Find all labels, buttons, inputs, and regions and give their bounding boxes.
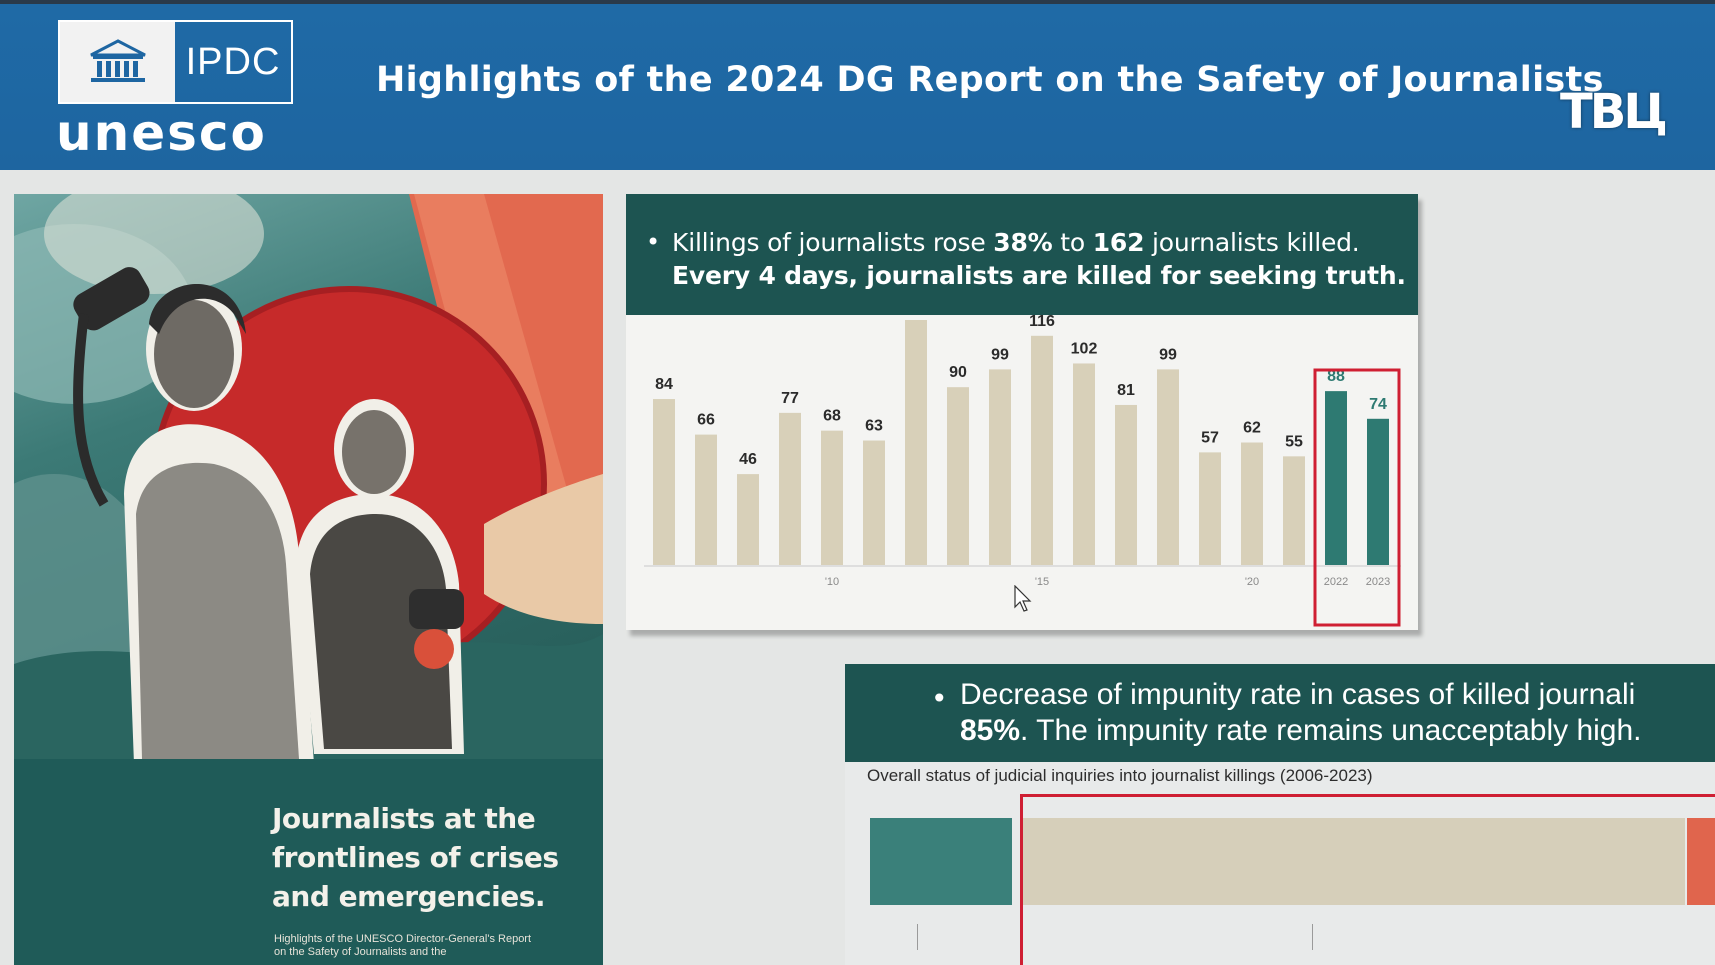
- impunity-line2-text: . The impunity rate remains unacceptably…: [1020, 714, 1642, 747]
- poster-headline: Journalists at the frontlines of crises …: [272, 802, 559, 913]
- chart-tick-label: '10: [825, 576, 839, 588]
- impunity-summary-line2: 85%. The impunity rate remains unaccepta…: [960, 714, 1642, 748]
- chart-data-label: 77: [781, 390, 799, 407]
- chart-data-label: 66: [697, 412, 715, 429]
- chart-data-label: 68: [823, 408, 841, 425]
- chart-bar: [1031, 335, 1053, 565]
- chart-data-label: 62: [1243, 420, 1261, 437]
- chart-bar: [779, 412, 801, 565]
- inquiry-bar-segment-resolved: [870, 818, 1012, 905]
- inquiry-bar-segment-other: [1687, 818, 1715, 905]
- chart-bar: [863, 440, 885, 565]
- killings-line1-pre: Killings of journalists rose: [672, 228, 994, 257]
- chart-data-label: 102: [1071, 340, 1098, 357]
- unesco-temple-icon: [60, 22, 175, 102]
- inquiry-bar-segment-unresolved: [1023, 818, 1685, 905]
- chart-tick-label: '20: [1245, 576, 1259, 588]
- chart-bar: [1115, 404, 1137, 565]
- chart-tick-label: 2023: [1366, 576, 1390, 588]
- chart-data-label: 99: [1159, 346, 1177, 363]
- impunity-summary-panel: • Decrease of impunity rate in cases of …: [845, 664, 1715, 762]
- chart-bar: [653, 399, 675, 565]
- judicial-inquiries-chart: Overall status of judicial inquiries int…: [845, 762, 1715, 965]
- chart-bar: [1325, 391, 1347, 565]
- chart-bar: [1073, 363, 1095, 565]
- chart-bar: [1157, 369, 1179, 565]
- killings-summary-line2: Every 4 days, journalists are killed for…: [672, 261, 1406, 290]
- ipdc-logo: IPDC: [58, 20, 293, 104]
- chart-tick-label: 2022: [1324, 576, 1348, 588]
- chart-data-label: 74: [1369, 396, 1387, 413]
- inquiry-highlight-box: [1020, 794, 1715, 965]
- chart-bar: [821, 430, 843, 565]
- channel-logo: ТВЦ: [1560, 84, 1669, 140]
- mouse-cursor-icon: [1014, 584, 1034, 617]
- bullet-icon: •: [931, 682, 948, 715]
- chart-bar: [905, 320, 927, 565]
- inquiries-caption: Overall status of judicial inquiries int…: [867, 766, 1373, 785]
- poster-illustration: [14, 194, 603, 759]
- impunity-summary-line1: Decrease of impunity rate in cases of ki…: [960, 678, 1636, 711]
- chart-data-label: 90: [949, 364, 967, 381]
- killings-summary-line1: Killings of journalists rose 38% to 162 …: [672, 228, 1360, 257]
- chart-bar: [695, 434, 717, 565]
- killings-chart-card: • Killings of journalists rose 38% to 16…: [626, 194, 1418, 630]
- poster-text-area: [14, 759, 603, 965]
- chart-highlight-box: [1313, 368, 1401, 627]
- chart-tick-label: '15: [1035, 576, 1049, 588]
- chart-bar: [947, 387, 969, 565]
- header-bar: IPDC unesco Highlights of the 2024 DG Re…: [0, 0, 1715, 170]
- page-title: Highlights of the 2024 DG Report on the …: [376, 60, 1604, 100]
- killings-line1-post: journalists killed.: [1144, 228, 1360, 257]
- unesco-wordmark: unesco: [56, 104, 267, 162]
- chart-data-label: 116: [1029, 315, 1055, 330]
- chart-bar: [1367, 418, 1389, 565]
- chart-data-label: 81: [1117, 382, 1135, 399]
- ipdc-label: IPDC: [185, 40, 281, 83]
- killings-line1-mid: to: [1052, 228, 1093, 257]
- chart-data-label: 99: [991, 346, 1009, 363]
- chart-data-label: 88: [1327, 368, 1345, 385]
- channel-logo-text: ТВЦ: [1560, 84, 1668, 140]
- poster-subtitle: Highlights of the UNESCO Director-Genera…: [274, 933, 532, 958]
- bullet-icon: •: [646, 228, 661, 256]
- inquiry-tick: [917, 924, 918, 950]
- chart-data-label: 55: [1285, 433, 1303, 450]
- killings-summary-panel: • Killings of journalists rose 38% to 16…: [626, 194, 1418, 315]
- killings-total: 162: [1092, 228, 1145, 257]
- report-cover-poster: Journalists at the frontlines of crises …: [14, 194, 603, 965]
- chart-data-label: 57: [1201, 429, 1219, 446]
- killings-chart-area: 846646776863124909911610281995762558874'…: [626, 315, 1418, 630]
- killings-pct: 38%: [993, 228, 1053, 257]
- chart-bar: [737, 474, 759, 565]
- chart-bar: [1283, 456, 1305, 565]
- inquiry-tick: [1312, 924, 1313, 950]
- chart-data-label: 63: [865, 418, 883, 435]
- chart-bar: [989, 369, 1011, 565]
- chart-data-label: 84: [655, 376, 673, 393]
- impunity-pct: 85%: [960, 714, 1021, 747]
- killings-bar-chart: 846646776863124909911610281995762558874'…: [644, 315, 1401, 627]
- chart-bar: [1199, 452, 1221, 565]
- chart-data-label: 46: [739, 451, 757, 468]
- chart-bar: [1241, 442, 1263, 565]
